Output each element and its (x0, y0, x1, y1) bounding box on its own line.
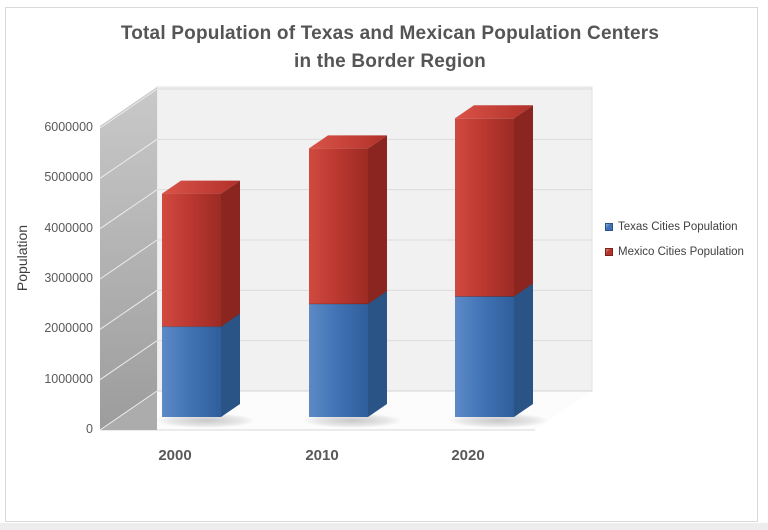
x-tick-label: 2010 (305, 447, 339, 464)
legend-marker-icon (605, 222, 613, 231)
texas-segment-front (309, 304, 368, 417)
legend: Texas Cities Population Mexico Cities Pop… (605, 214, 744, 264)
side-wall-gridline (99, 239, 158, 280)
texas-segment-side (514, 283, 533, 417)
texas-segment-front (455, 296, 514, 417)
mexico-segment-side (368, 135, 387, 305)
legend-label: Texas Cities Population (618, 220, 738, 233)
side-wall-gridline (99, 289, 158, 330)
bar-2000 (155, 180, 256, 428)
page-bottom-edge (0, 523, 768, 530)
y-tick-label: 2000000 (44, 321, 93, 336)
mexico-segment-front (309, 148, 368, 305)
y-tick-label: 3000000 (44, 271, 93, 285)
mexico-segment-side (221, 180, 240, 327)
segment-boundary-side (513, 283, 534, 297)
mexico-segment-side (514, 105, 533, 297)
chart-title-line1: Total Population of Texas and Mexican Po… (120, 23, 660, 44)
chart-title: Total Population of Texas and Mexican Po… (56, 20, 724, 76)
segment-boundary-side (367, 290, 388, 305)
legend-item-1: Mexico Cities Population (605, 239, 744, 264)
chart-title-line2: in the Border Region (294, 51, 486, 72)
y-tick-label: 1000000 (44, 371, 93, 386)
side-wall-gridline (99, 189, 158, 230)
bar-2020 (448, 105, 549, 428)
segment-boundary-side (220, 313, 241, 328)
mexico-segment-top (455, 105, 533, 119)
side-wall-gridline (99, 138, 158, 179)
side-wall-gridline (99, 340, 158, 381)
legend-label: Mexico Cities Population (618, 245, 744, 258)
legend-marker-icon (605, 247, 613, 256)
mexico-segment-front (162, 193, 221, 327)
texas-segment-side (221, 313, 240, 417)
y-tick-label: 6000000 (44, 120, 93, 135)
mexico-segment-top (309, 135, 387, 149)
legend-item-0: Texas Cities Population (605, 214, 744, 239)
texas-segment-side (368, 291, 387, 417)
bar-2010 (302, 135, 403, 428)
mexico-segment-top (162, 180, 240, 194)
x-tick-label: 2020 (451, 447, 485, 464)
y-tick-label: 0 (86, 422, 93, 436)
side-wall-gridline (99, 390, 158, 431)
y-axis-title: Population (14, 224, 30, 292)
texas-segment-front (162, 326, 221, 417)
x-tick-label: 2000 (158, 447, 192, 464)
y-tick-label: 4000000 (44, 220, 93, 235)
y-tick-label: 5000000 (44, 170, 93, 185)
mexico-segment-front (455, 118, 514, 297)
side-wall-gridline (99, 88, 158, 129)
side-wall (100, 87, 157, 430)
